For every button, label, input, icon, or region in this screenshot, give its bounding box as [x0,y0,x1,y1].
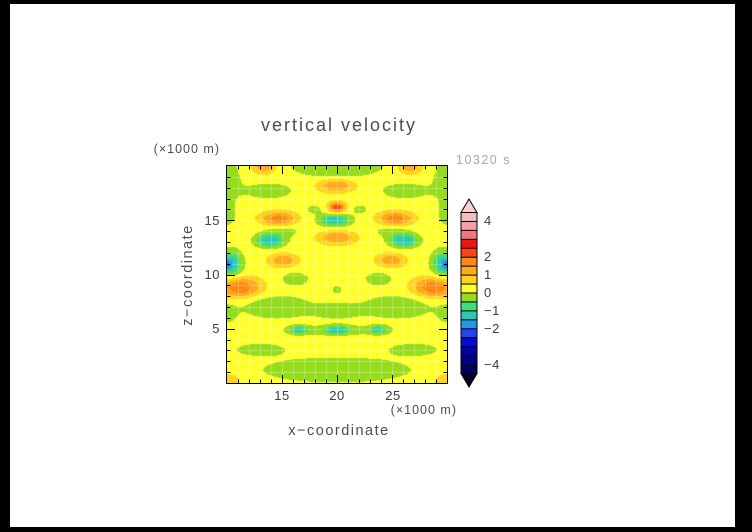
z-tick-label-5: 5 [212,321,220,336]
colorbar-tick-label: 1 [484,267,492,282]
x-tick-label-20: 20 [329,388,345,403]
contour-plot-area [226,165,448,384]
colorbar-tick-label: −4 [484,357,500,372]
colorbar-tick-label: 0 [484,285,492,300]
colorbar-tick-label: 4 [484,213,492,228]
z-tick-label-10: 10 [204,267,220,282]
z-tick-label-15: 15 [204,213,220,228]
x-tick-label-15: 15 [274,388,290,403]
timestamp-label: 10320 s [456,153,511,167]
colorbar-tick-label: −2 [484,321,500,336]
colorbar-tick-label: 2 [484,249,492,264]
z-axis-unit-label: (×1000 m) [153,142,220,156]
window-frame-right [735,0,752,532]
window-frame-top [0,0,752,4]
window-frame-left [0,0,10,532]
velocity-field-canvas [227,166,447,383]
x-tick-label-25: 25 [385,388,401,403]
colorbar [460,198,478,388]
x-axis-unit-label: (×1000 m) [390,403,457,417]
colorbar-tick-label: −1 [484,303,500,318]
window-frame-bottom [0,527,752,532]
x-axis-title: x−coordinate [288,423,390,439]
plot-title: vertical velocity [260,115,418,135]
axis-ticks-overlay [227,166,447,383]
z-axis-title: z−coordinate [180,224,196,326]
